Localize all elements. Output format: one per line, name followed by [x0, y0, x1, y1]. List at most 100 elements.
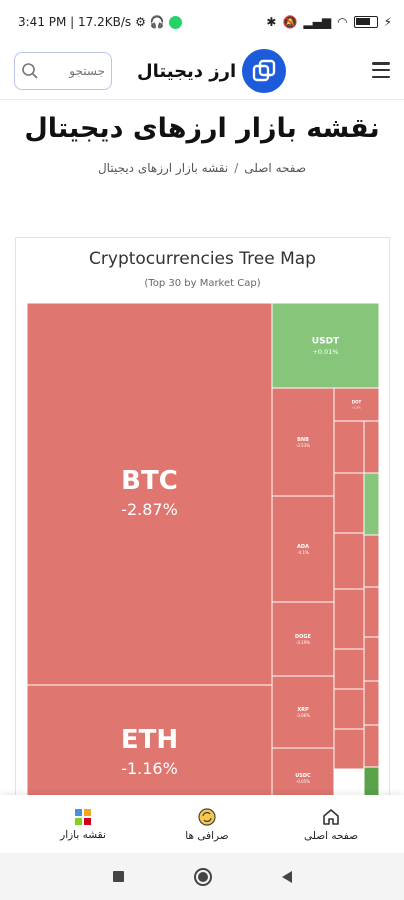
- treemap-tile-symbol: DOT: [352, 400, 362, 405]
- treemap-tile-xrp[interactable]: XRP-3.06%: [271, 675, 335, 749]
- recents-icon[interactable]: [112, 871, 124, 882]
- treemap-tile-trx[interactable]: [363, 724, 379, 768]
- treemap-chart: BTC-2.87%ETH-1.16%USDT+0.01%BNB-3.53%ADA…: [27, 303, 379, 795]
- treemap-tile-symbol: USDC: [295, 773, 311, 779]
- treemap-tile-rect: [271, 495, 335, 603]
- treemap-tile-rect: [271, 675, 335, 749]
- treemap-tile-fil[interactable]: [333, 728, 365, 770]
- exchange-coin-icon: [198, 807, 216, 826]
- treemap-tile-etc[interactable]: [333, 648, 365, 690]
- treemap-tile-rect: [271, 303, 379, 389]
- treemap-tile-change: +0.01%: [312, 348, 338, 356]
- nav-market-map[interactable]: نقشه بازار: [38, 795, 128, 853]
- treemap-tile-ltc[interactable]: [363, 534, 379, 588]
- treemap-tile-rect: [333, 688, 365, 730]
- nav-label-home: صفحه اصلی: [303, 829, 359, 842]
- headphones-icon: 🎧: [149, 15, 165, 29]
- chart-title: Cryptocurrencies Tree Map: [89, 249, 316, 269]
- search-box[interactable]: [14, 52, 112, 90]
- status-left: 3:41 PM | 17.2KB/s ⚙ 🎧: [18, 15, 182, 29]
- treemap-tile-change: -2.87%: [121, 500, 178, 519]
- treemap-tile-rect: [27, 303, 273, 686]
- treemap-tile-rect: [363, 766, 379, 795]
- brand-name: ارز دیجیتال: [137, 60, 237, 82]
- treemap-tile-eth[interactable]: ETH -1.16%: [27, 684, 273, 795]
- treemap-tile-rect: [363, 586, 379, 638]
- treemap-tile-change: -3.19%: [296, 640, 310, 645]
- treemap-tile-bch[interactable]: [333, 532, 365, 590]
- home-icon: [323, 808, 339, 825]
- status-bar: 3:41 PM | 17.2KB/s ⚙ 🎧 ✱ 🔕 ▂▄▆ ◠ ⚡: [0, 0, 404, 44]
- treemap-tile-symbol: XRP: [297, 707, 309, 713]
- treemap-tile-symbol: DOGE: [295, 634, 312, 640]
- treemap-tile-wbtc[interactable]: [363, 680, 379, 726]
- treemap-tile-rect: [333, 532, 365, 590]
- app-header: ارز دیجیتال: [0, 44, 404, 100]
- system-nav-bar: [0, 853, 404, 900]
- breadcrumb-current: نقشه بازار ارزهای دیجیتال: [97, 161, 229, 175]
- nav-exchanges[interactable]: صرافی ها: [162, 795, 252, 853]
- treemap-tile-busd[interactable]: [363, 472, 379, 536]
- nav-label-market-map: نقشه بازار: [60, 828, 106, 841]
- treemap-tile-rect: [333, 420, 365, 474]
- treemap-tile-icp[interactable]: [363, 766, 379, 795]
- treemap-tile-bnb[interactable]: BNB-3.53%: [271, 387, 335, 497]
- treemap-tile-rect: [363, 420, 379, 474]
- treemap-tile-theta[interactable]: [363, 636, 379, 682]
- status-time: 3:41 PM | 17.2KB/s: [18, 15, 132, 29]
- treemap-tile-change: -3.3%: [352, 405, 361, 409]
- treemap-tile-rect: [333, 728, 365, 770]
- treemap-tile-doge[interactable]: DOGE-3.19%: [271, 601, 335, 677]
- treemap-tile-matic[interactable]: [333, 588, 365, 650]
- treemap-tile-usdc[interactable]: USDC-0.05%: [271, 747, 335, 795]
- treemap-tile-change: -4.1%: [297, 550, 309, 555]
- chart-subtitle: (Top 30 by Market Cap): [144, 278, 261, 289]
- breadcrumb: صفحه اصلی / نقشه بازار ارزهای دیجیتال: [0, 161, 404, 175]
- treemap-tile-btc[interactable]: BTC -2.87%: [27, 303, 273, 686]
- search-icon[interactable]: [21, 62, 39, 80]
- status-right: ✱ 🔕 ▂▄▆ ◠ ⚡: [266, 15, 392, 29]
- treemap-tile-rect: [363, 724, 379, 768]
- treemap-tile-symbol: USDT: [312, 337, 340, 347]
- nav-home[interactable]: صفحه اصلی: [286, 795, 376, 853]
- settings-icon: ⚙: [135, 15, 146, 29]
- breadcrumb-home[interactable]: صفحه اصلی: [244, 161, 307, 175]
- wifi-icon: ◠: [337, 15, 348, 29]
- search-input[interactable]: [43, 64, 105, 78]
- treemap-tile-vet[interactable]: [333, 688, 365, 730]
- treemap-tile-rect: [271, 747, 335, 795]
- treemap-tile-dot[interactable]: DOT-3.3%: [333, 387, 379, 422]
- treemap-tile-rect: [271, 387, 335, 497]
- treemap-tile-symbol: ETH: [121, 725, 178, 755]
- bottom-nav: نقشه بازار صرافی ها صفحه اصلی: [0, 795, 404, 853]
- treemap-tile-rect: [363, 680, 379, 726]
- treemap-tile-link[interactable]: [333, 472, 365, 534]
- charging-icon: ⚡: [383, 15, 392, 29]
- treemap-tile-usdt[interactable]: USDT+0.01%: [271, 303, 379, 389]
- treemap-tile-uni[interactable]: [363, 420, 379, 474]
- brand-logo-icon: [242, 49, 287, 93]
- page-title: نقشه بازار ارزهای دیجیتال: [24, 113, 380, 144]
- menu-icon[interactable]: [372, 62, 390, 78]
- treemap-tile-change: -3.06%: [296, 713, 310, 718]
- home-button-icon[interactable]: [193, 867, 212, 886]
- breadcrumb-separator: /: [234, 161, 239, 175]
- nav-label-exchanges: صرافی ها: [185, 829, 229, 842]
- market-map-icon: [75, 808, 91, 825]
- bluetooth-icon: ✱: [266, 15, 277, 29]
- treemap-tile-change: -0.05%: [296, 779, 310, 784]
- treemap-tile-symbol: ADA: [297, 544, 309, 550]
- back-icon[interactable]: [281, 870, 292, 883]
- treemap-tile-rect: [271, 601, 335, 677]
- treemap-tile-xlm[interactable]: [363, 586, 379, 638]
- treemap-tile-change: -3.53%: [296, 443, 310, 448]
- treemap-tile-rect: [363, 636, 379, 682]
- treemap-tile-ada[interactable]: ADA-4.1%: [271, 495, 335, 603]
- brand[interactable]: ارز دیجیتال: [137, 48, 287, 94]
- whatsapp-icon: [168, 15, 182, 29]
- treemap-tile-rect: [363, 534, 379, 588]
- treemap-tile-sol[interactable]: [333, 420, 365, 474]
- signal-icon: ▂▄▆: [303, 15, 332, 29]
- treemap-tile-symbol: BNB: [297, 437, 309, 443]
- treemap-tile-rect: [333, 648, 365, 690]
